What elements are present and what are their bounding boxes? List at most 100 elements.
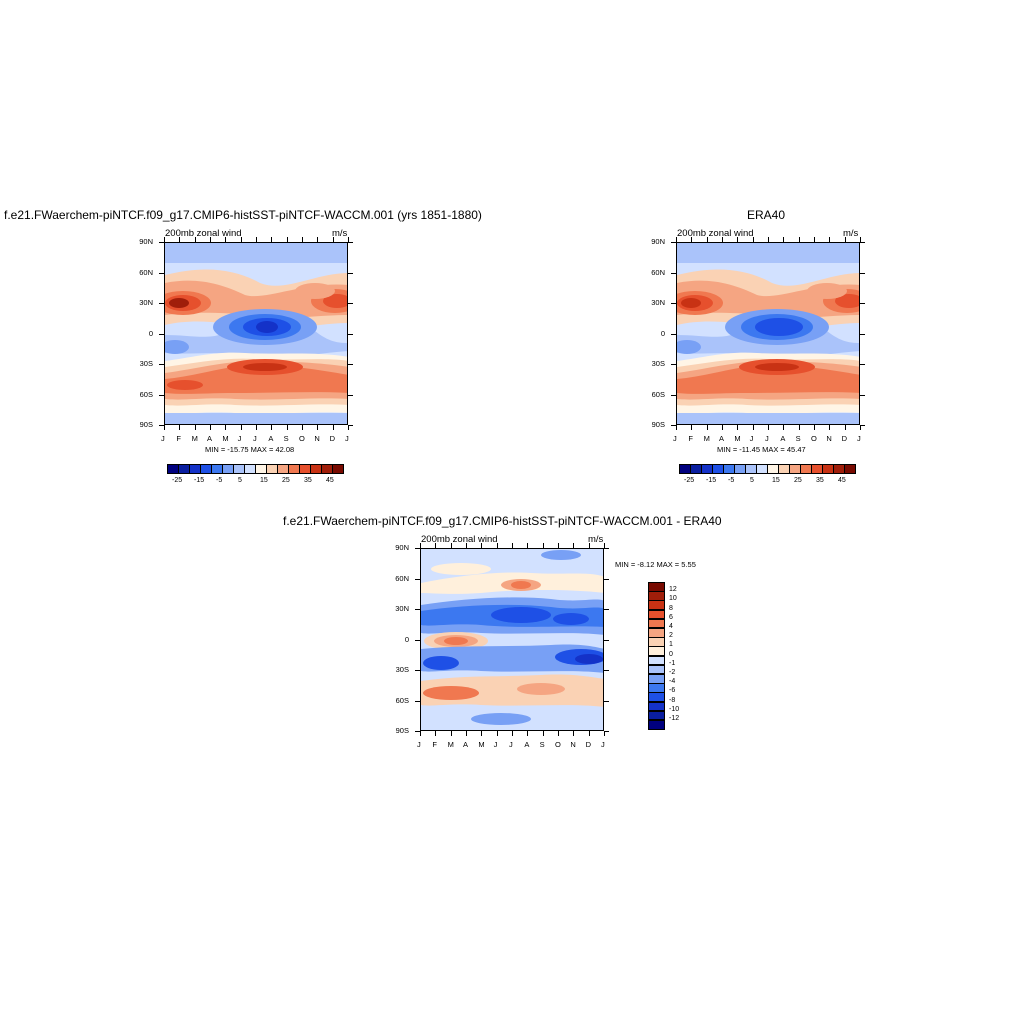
x-tick-mark xyxy=(435,731,437,736)
x-tick-mark xyxy=(332,425,334,430)
x-tick-mark xyxy=(752,425,754,430)
x-tick-label: O xyxy=(811,434,817,443)
x-tick-label: J xyxy=(509,740,513,749)
y-tick-label: 30S xyxy=(395,665,409,674)
contour-blob xyxy=(431,563,491,575)
contour-band xyxy=(421,725,603,730)
contour-blob xyxy=(807,283,847,299)
panel2-variable-label: 200mb zonal wind xyxy=(677,228,754,239)
x-tick-mark xyxy=(481,543,483,548)
panel3-title: f.e21.FWaerchem-piNTCF.f09_g17.CMIP6-his… xyxy=(283,514,722,528)
y-tick-mark xyxy=(159,425,164,426)
contour-blob xyxy=(256,321,278,333)
panel1-title: f.e21.FWaerchem-piNTCF.f09_g17.CMIP6-his… xyxy=(4,208,482,222)
x-tick-label: A xyxy=(268,434,274,443)
contour-blob xyxy=(677,340,701,354)
colorbar-label: -15 xyxy=(706,477,717,484)
y-tick-mark xyxy=(415,609,420,610)
panel3-units-label: m/s xyxy=(588,534,604,545)
colorbar-cell xyxy=(756,464,768,474)
x-tick-mark xyxy=(496,731,498,736)
y-tick-label: 0 xyxy=(404,634,409,644)
x-tick-mark xyxy=(588,731,590,736)
y-tick-label: 90S xyxy=(139,420,153,429)
colorbar-label: 15 xyxy=(260,477,268,484)
sh-jet-mid xyxy=(677,364,859,394)
contour-blob xyxy=(575,654,603,664)
y-tick-label: 30S xyxy=(139,359,153,368)
y-tick-mark xyxy=(348,333,353,335)
polar-band-south xyxy=(165,413,347,424)
colorbar-cell xyxy=(789,464,801,474)
y-tick-label: 60N xyxy=(139,267,153,277)
x-tick-mark xyxy=(527,543,529,548)
x-tick-mark xyxy=(722,237,723,242)
contour-blob xyxy=(681,298,701,308)
x-tick-label: F xyxy=(176,434,181,443)
x-tick-mark xyxy=(210,237,211,242)
x-tick-mark xyxy=(225,425,227,430)
x-tick-mark xyxy=(481,731,483,736)
x-tick-mark xyxy=(737,237,739,242)
colorbar-cell xyxy=(844,464,856,474)
colorbar-cell xyxy=(712,464,724,474)
x-tick-mark xyxy=(225,237,227,242)
x-tick-mark xyxy=(271,237,273,242)
x-tick-label: M xyxy=(478,740,485,749)
x-tick-mark xyxy=(348,425,349,430)
x-tick-mark xyxy=(194,237,196,242)
y-tick-mark xyxy=(604,578,609,580)
y-tick-mark xyxy=(604,639,609,641)
y-tick-label: 90N xyxy=(651,237,665,246)
x-tick-label: F xyxy=(432,740,437,749)
contour-blob xyxy=(295,283,335,299)
y-tick-label: 60N xyxy=(651,267,665,277)
x-tick-label: M xyxy=(703,434,710,443)
colorbar-cell xyxy=(723,464,735,474)
colorbar-label: 12 xyxy=(669,586,677,594)
y-tick-mark xyxy=(860,242,865,243)
colorbar-label: 15 xyxy=(772,477,780,484)
x-tick-mark xyxy=(286,237,288,242)
y-tick-mark xyxy=(604,731,609,732)
x-tick-label: M xyxy=(191,434,198,443)
x-tick-mark xyxy=(588,543,590,548)
x-tick-mark xyxy=(814,425,815,430)
colorbar-cell xyxy=(679,464,691,474)
colorbar-label: 8 xyxy=(669,604,673,612)
x-tick-mark xyxy=(256,237,257,242)
colorbar-cell xyxy=(233,464,245,474)
x-tick-mark xyxy=(302,425,303,430)
x-tick-label: J xyxy=(345,434,349,443)
colorbar-label: 1 xyxy=(669,641,673,649)
x-tick-mark xyxy=(164,237,165,242)
panel3-plot-area xyxy=(420,548,604,731)
x-tick-mark xyxy=(558,543,559,548)
x-tick-mark xyxy=(783,237,785,242)
y-tick-mark xyxy=(604,609,609,610)
panel2-units-label: m/s xyxy=(843,228,859,239)
colorbar-label: -10 xyxy=(669,705,680,713)
x-tick-mark xyxy=(814,237,815,242)
contour-blob xyxy=(169,298,189,308)
y-tick-mark xyxy=(604,548,609,549)
y-tick-mark xyxy=(860,303,865,304)
colorbar-cell xyxy=(332,464,344,474)
y-tick-label: 30N xyxy=(651,298,665,307)
colorbar-cell xyxy=(690,464,702,474)
y-tick-label: 60S xyxy=(395,695,409,705)
colorbar-label: 45 xyxy=(326,477,334,484)
colorbar-cell xyxy=(255,464,267,474)
y-tick-label: 60S xyxy=(139,389,153,399)
colorbar-cell xyxy=(833,464,845,474)
x-tick-mark xyxy=(450,543,452,548)
colorbar-cell xyxy=(310,464,322,474)
x-tick-label: A xyxy=(524,740,530,749)
y-tick-mark xyxy=(348,425,353,426)
y-tick-mark xyxy=(159,333,164,335)
polar-band-south xyxy=(677,413,859,424)
colorbar-cell xyxy=(648,720,665,730)
x-tick-label: J xyxy=(857,434,861,443)
polar-band-north xyxy=(677,243,859,263)
colorbar-label: -6 xyxy=(669,687,676,695)
